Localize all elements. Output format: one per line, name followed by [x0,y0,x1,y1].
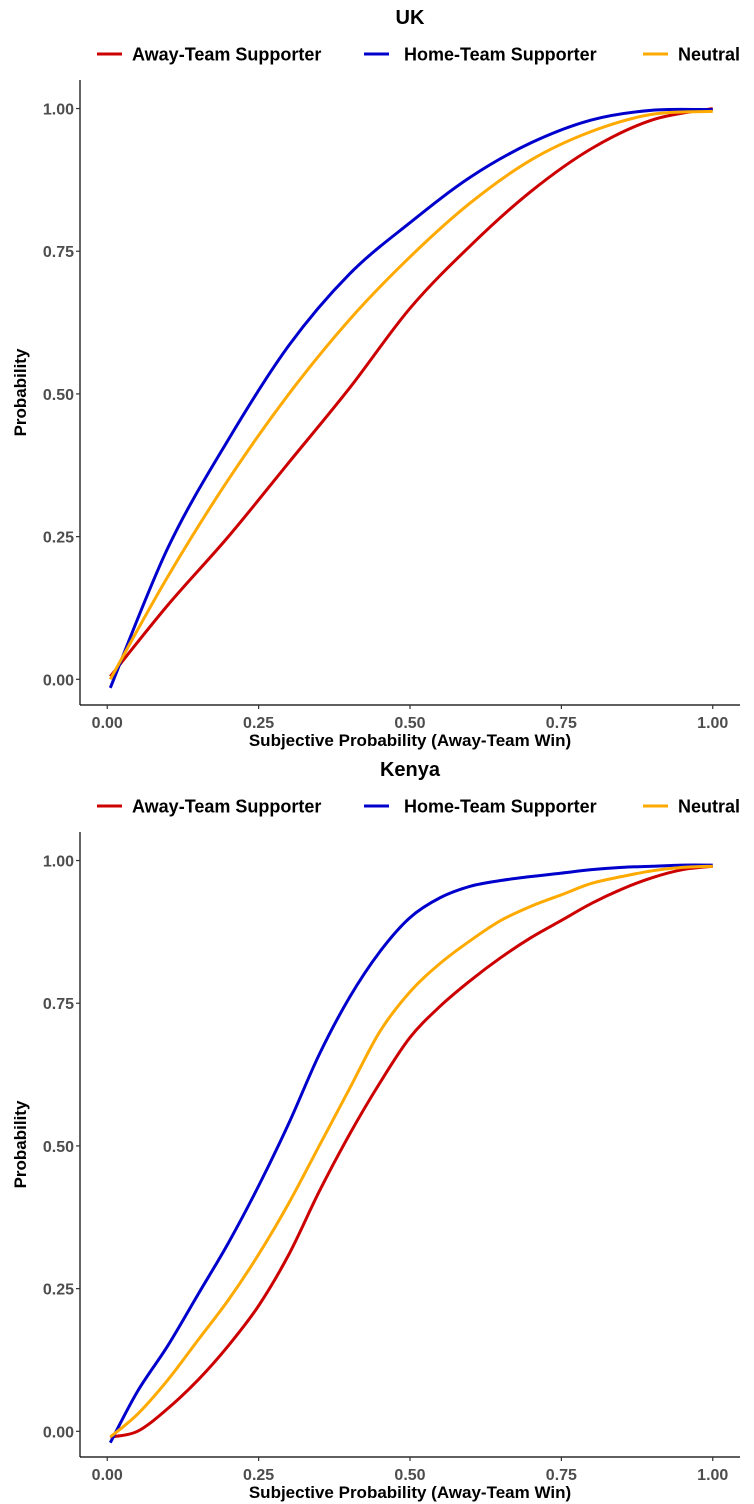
series-line-neutral [108,109,713,681]
y-tick-label: 0.00 [43,1424,74,1441]
x-tick-label: 0.75 [546,715,577,732]
y-tick-label: 0.25 [43,530,74,547]
y-axis-title: Probability [11,348,30,436]
y-tick-label: 0.50 [43,1139,74,1156]
legend-label: Away-Team Supporter [132,45,321,65]
x-tick-label: 0.50 [394,715,425,732]
legend-label: Home-Team Supporter [404,45,597,65]
legend-label: Neutral [678,797,740,817]
series-line-home-team-supporter [108,107,713,689]
x-tick-label: 0.75 [546,1467,577,1484]
y-tick-label: 1.00 [43,102,74,119]
y-tick-label: 1.00 [43,854,74,871]
x-tick-label: 0.50 [394,1467,425,1484]
y-tick-label: 0.00 [43,672,74,689]
x-tick-label: 1.00 [697,1467,728,1484]
y-axis-title: Probability [11,1100,30,1188]
x-tick-label: 1.00 [697,715,728,732]
y-tick-label: 0.75 [43,996,74,1013]
x-axis-title: Subjective Probability (Away-Team Win) [249,1483,571,1502]
x-tick-label: 0.00 [92,715,123,732]
x-tick-label: 0.25 [243,1467,274,1484]
legend-label: Neutral [678,45,740,65]
y-tick-label: 0.75 [43,244,74,261]
chart-kenya: Kenya Away-Team Supporter Home-Team Suppor… [11,759,740,1502]
series-line-away-team-supporter [109,107,714,678]
chart-title: UK [396,7,425,29]
y-tick-label: 0.25 [43,1282,74,1299]
chart-uk: UK Away-Team Supporter Home-Team Supporter… [11,7,740,750]
x-tick-label: 0.00 [92,1467,123,1484]
series-line-home-team-supporter [108,863,713,1444]
x-tick-label: 0.25 [243,715,274,732]
legend-label: Away-Team Supporter [132,797,321,817]
chart-title: Kenya [380,759,441,781]
series-line-neutral [109,864,713,1439]
series-line-away-team-supporter [109,864,713,1439]
legend-label: Home-Team Supporter [404,797,597,817]
x-axis-title: Subjective Probability (Away-Team Win) [249,731,571,750]
y-tick-label: 0.50 [43,387,74,404]
